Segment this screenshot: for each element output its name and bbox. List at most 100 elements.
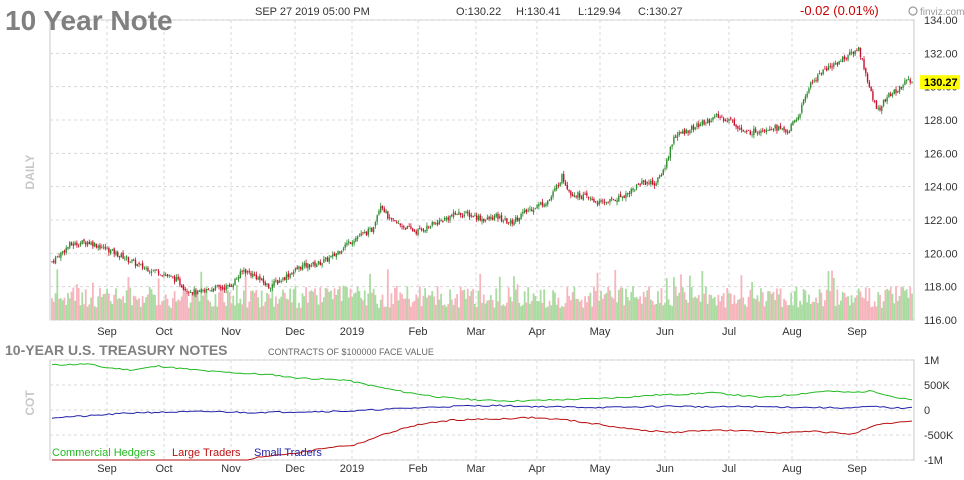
candle-body [570,190,572,196]
volume-bar [843,293,846,320]
candle-body [351,242,353,245]
volume-bar [854,297,857,320]
volume-bar [726,288,729,320]
price-x-tick-label: Nov [221,326,241,338]
candle-body [682,130,684,134]
candle-body [813,80,815,82]
volume-bar [667,299,670,320]
volume-bar [607,286,610,320]
candle-body [516,217,519,221]
candle-body [902,85,904,88]
finviz-logo[interactable]: finviz.com [908,6,964,18]
candle-body [143,267,146,269]
candle-body [621,196,624,199]
candle-body [712,117,714,120]
volume-bar [815,297,817,320]
candle-body [129,261,131,263]
volume-bar [818,289,821,320]
volume-bar [637,298,640,320]
volume-bar [591,306,594,320]
cot-x-tick-label: Aug [782,463,802,475]
candle-body [422,229,425,231]
candle-body [605,202,608,203]
candle-body [500,215,503,222]
candle-body [289,273,291,278]
volume-bar [164,294,167,320]
volume-bar [553,292,556,320]
volume-bar [434,304,437,320]
volume-bar [225,305,228,320]
candle-body [786,131,789,133]
cot-y-tick-label: 0 [924,405,930,417]
candle-body [778,126,780,131]
volume-bar [752,298,755,320]
volume-bar [385,306,387,320]
candle-body [292,271,295,274]
candle-body [904,80,906,85]
volume-bar [477,290,480,320]
volume-bar [689,275,691,320]
volume-bar [463,289,466,320]
candlesticks [51,46,913,298]
candle-body [429,226,432,228]
volume-bar [824,300,826,320]
price-x-tick-label: 2019 [340,326,364,338]
volume-bar [772,291,775,320]
volume-bar [552,290,554,320]
volume-bar [790,292,793,320]
candle-body [827,66,830,71]
candle-body [532,209,535,213]
volume-bar [466,288,469,320]
candle-body [746,131,748,132]
volume-bar [154,294,156,320]
volume-bar [184,289,187,320]
volume-bar [292,289,295,320]
candle-body [474,215,476,217]
candle-body [513,221,515,226]
candle-body [849,51,851,55]
candle-body [211,289,213,292]
volume-bar [271,279,274,320]
candle-body [842,56,844,63]
candle-body [401,226,403,228]
candle-body [710,121,712,122]
volume-bar [372,288,375,320]
candle-body [847,55,849,60]
candle-body [765,129,767,133]
volume-bar [234,305,236,320]
candle-body [680,131,682,134]
candle-body [372,226,375,233]
candle-body [324,257,327,260]
candle-body [779,125,782,129]
candle-body [897,90,899,93]
candle-body [520,213,522,220]
candle-body [751,134,753,136]
candle-body [495,213,497,217]
candle-body [220,286,222,289]
volume-bar [603,294,606,320]
candle-body [774,125,776,129]
volume-bar [88,304,91,320]
volume-bar [95,307,98,320]
candle-body [97,246,99,248]
candle-body [141,263,144,269]
volume-bar [81,292,84,320]
volume-bar [907,297,910,320]
candle-body [204,290,206,292]
volume-bar [712,298,714,320]
volume-bar [886,288,889,320]
volume-bar [179,300,181,320]
finviz-brand: finviz.com [920,7,964,18]
cot-commercial-line [51,363,913,402]
volume-bar [655,303,658,320]
volume-bar [221,286,224,320]
volume-bar [402,298,405,320]
volume-bar [470,291,473,320]
candle-body [154,269,156,271]
volume-bar [498,276,501,320]
volume-bar [813,301,816,320]
volume-bar [312,291,315,320]
cot-title: 10-YEAR U.S. TREASURY NOTES [5,342,228,358]
candle-body [714,115,716,118]
candle-body [820,73,823,75]
